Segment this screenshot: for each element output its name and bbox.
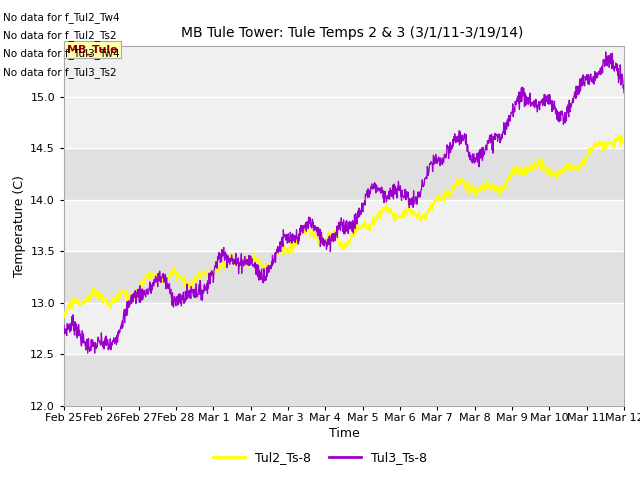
Text: MB Tule Tower: Tule Temps 2 & 3 (3/1/11-3/19/14): MB Tule Tower: Tule Temps 2 & 3 (3/1/11-… bbox=[181, 26, 523, 40]
Y-axis label: Temperature (C): Temperature (C) bbox=[13, 175, 26, 276]
Bar bbox=[64, 252, 624, 303]
Bar bbox=[64, 200, 624, 252]
Bar bbox=[64, 148, 624, 200]
Text: No data for f_Tul2_Tw4: No data for f_Tul2_Tw4 bbox=[3, 12, 120, 23]
X-axis label: Time: Time bbox=[328, 427, 360, 440]
Text: MB_Tule: MB_Tule bbox=[67, 45, 118, 55]
Text: No data for f_Tul3_Tw4: No data for f_Tul3_Tw4 bbox=[3, 48, 120, 60]
Bar bbox=[64, 303, 624, 354]
Bar bbox=[64, 354, 624, 406]
Text: No data for f_Tul2_Ts2: No data for f_Tul2_Ts2 bbox=[3, 30, 117, 41]
Legend: Tul2_Ts-8, Tul3_Ts-8: Tul2_Ts-8, Tul3_Ts-8 bbox=[209, 446, 431, 469]
Text: No data for f_Tul3_Ts2: No data for f_Tul3_Ts2 bbox=[3, 67, 117, 78]
Bar bbox=[64, 97, 624, 148]
